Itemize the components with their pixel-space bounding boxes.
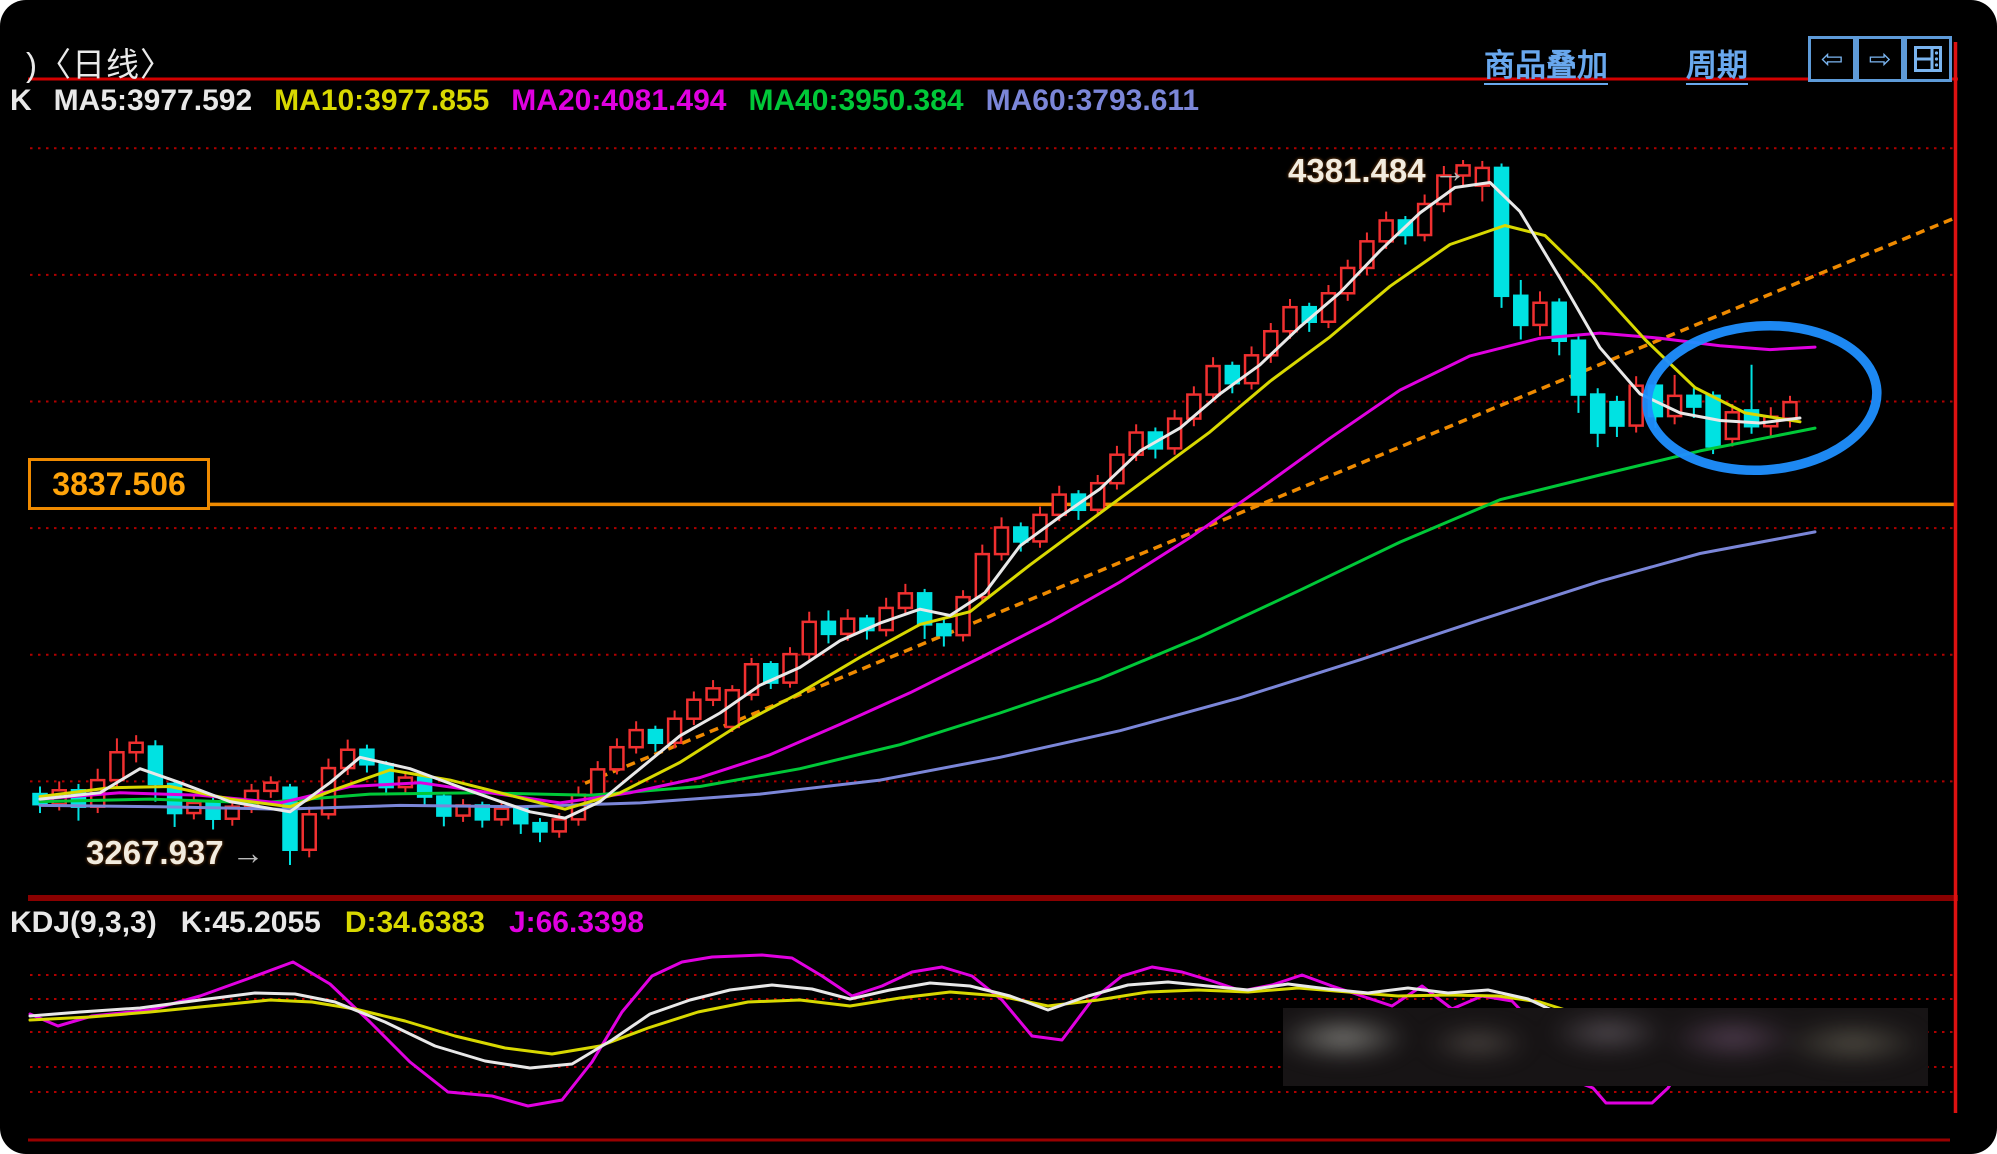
split-layout-button[interactable] bbox=[1904, 36, 1952, 82]
candle-body bbox=[301, 813, 317, 852]
candle-body bbox=[1455, 164, 1471, 177]
current-price-tag: 3837.506 bbox=[28, 458, 210, 510]
candle-body bbox=[1378, 219, 1394, 243]
candle-body bbox=[1493, 166, 1510, 298]
period-button[interactable]: 周期 bbox=[1686, 48, 1748, 83]
ma-line-ma5 bbox=[38, 181, 1802, 820]
candle-body bbox=[1205, 364, 1221, 396]
kdj-line-j bbox=[28, 953, 1707, 1108]
candle-body bbox=[1782, 400, 1798, 420]
kdj-value-label: D:34.6383 bbox=[344, 906, 485, 939]
split-layout-icon bbox=[1914, 46, 1942, 72]
candle-body bbox=[282, 786, 298, 852]
ma-value-label: MA10:3977.855 bbox=[274, 84, 490, 117]
kdj-value-label: J:66.3398 bbox=[508, 906, 645, 939]
commodity-overlay-button[interactable]: 商品叠加 bbox=[1484, 48, 1608, 83]
candle-body bbox=[1013, 526, 1029, 543]
candle-body bbox=[936, 623, 952, 637]
ma-value-label: MA40:3950.384 bbox=[748, 84, 964, 117]
candle-body bbox=[1282, 305, 1298, 333]
ma-value-label: K bbox=[10, 84, 32, 117]
next-button[interactable]: ⇨ bbox=[1856, 36, 1904, 82]
candle-body bbox=[801, 620, 817, 656]
candle-body bbox=[686, 698, 702, 720]
candle-body bbox=[1570, 339, 1587, 396]
candle-body bbox=[993, 526, 1010, 556]
candle-body bbox=[1609, 400, 1625, 427]
candle-body bbox=[974, 552, 991, 599]
candle-body bbox=[628, 728, 644, 749]
candle-body bbox=[1513, 294, 1529, 327]
right-arrow-icon: → bbox=[1433, 152, 1467, 189]
blurred-watermark-blobs bbox=[1283, 1008, 1928, 1086]
candle-body bbox=[1474, 166, 1491, 187]
candle-body bbox=[1051, 493, 1067, 517]
candle-body bbox=[109, 751, 125, 782]
page-title: )〈日线〉 bbox=[26, 46, 174, 83]
high-price-label: 4381.484 bbox=[1288, 152, 1426, 189]
candle-body bbox=[897, 592, 914, 610]
candle-body bbox=[147, 745, 164, 786]
candle-body bbox=[839, 617, 856, 636]
candle-body bbox=[647, 728, 664, 745]
high-price-annotation: 4381.484 → bbox=[1288, 152, 1467, 190]
ma-value-label: MA60:3793.611 bbox=[985, 84, 1200, 117]
kdj-line-d bbox=[28, 986, 1642, 1056]
candle-body bbox=[705, 687, 721, 701]
ma-value-label: MA20:4081.494 bbox=[511, 84, 727, 117]
candle-body bbox=[1724, 411, 1741, 441]
candle-body bbox=[205, 801, 221, 820]
trendline bbox=[584, 216, 1956, 785]
ma-indicator-readout: K MA5:3977.592 MA10:3977.855 MA20:4081.494 M… bbox=[10, 84, 1221, 118]
arrow-left-icon: ⇦ bbox=[1820, 43, 1844, 74]
ma-value-label: MA5:3977.592 bbox=[53, 84, 253, 117]
arrow-right-icon: ⇨ bbox=[1868, 43, 1892, 74]
low-price-label: 3267.937 bbox=[86, 834, 224, 871]
candle-body bbox=[128, 741, 144, 754]
ma-line-ma40 bbox=[38, 426, 1817, 805]
kdj-line-k bbox=[28, 980, 1642, 1070]
candle-body bbox=[493, 807, 510, 821]
circle-annotation bbox=[1642, 320, 1882, 476]
candle-body bbox=[1551, 301, 1567, 342]
candle-body bbox=[589, 768, 606, 796]
candle-body bbox=[263, 781, 279, 793]
kdj-value-label: K:45.2055 bbox=[180, 906, 321, 939]
candle-body bbox=[1589, 393, 1606, 434]
candle-body bbox=[551, 818, 567, 833]
low-price-annotation: 3267.937 → bbox=[86, 834, 265, 872]
candle-body bbox=[820, 620, 837, 636]
candle-body bbox=[532, 821, 548, 833]
candle-body bbox=[1532, 301, 1548, 327]
kdj-indicator-readout: KDJ(9,3,3) K:45.2055 D:34.6383 J:66.3398 bbox=[10, 906, 668, 940]
ma-line-ma60 bbox=[38, 530, 1817, 811]
ma-line-ma20 bbox=[38, 331, 1817, 805]
title-bar: )〈日线〉 商品叠加 周期 ⇦ ⇨ bbox=[0, 0, 1997, 83]
kdj-value-label: KDJ(9,3,3) bbox=[10, 906, 157, 939]
ma-line-ma10 bbox=[38, 224, 1802, 811]
previous-button[interactable]: ⇦ bbox=[1808, 36, 1856, 82]
right-arrow-icon: → bbox=[231, 834, 265, 871]
blurred-watermark bbox=[1283, 1008, 1928, 1086]
candle-body bbox=[1686, 394, 1702, 408]
candle-body bbox=[609, 745, 625, 771]
